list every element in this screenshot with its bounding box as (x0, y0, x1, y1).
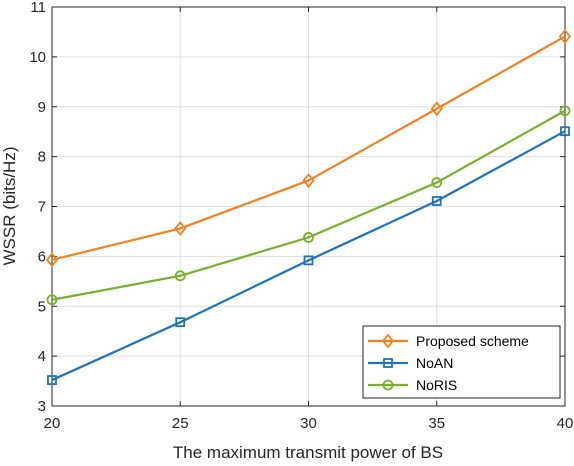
y-tick-label: 9 (38, 99, 46, 116)
series-layer (45, 29, 572, 385)
data-point-marker (175, 317, 186, 328)
y-tick-label: 6 (38, 248, 46, 265)
y-tick-label: 7 (38, 199, 46, 216)
x-tick-label: 30 (300, 415, 317, 432)
legend: Proposed scheme NoAN NoRIS (362, 325, 561, 399)
legend-label: Proposed scheme (416, 333, 529, 349)
legend-marker (383, 358, 393, 368)
series-noan (47, 126, 570, 385)
data-point-marker (174, 221, 187, 236)
y-tick-label: 11 (30, 0, 46, 16)
y-tick-label: 4 (38, 348, 46, 365)
data-point-marker (303, 232, 314, 243)
data-point-marker (46, 294, 58, 306)
axis-ticks: 20 25 30 35 40 3 4 5 6 7 8 9 10 11 (29, 0, 573, 432)
series-line (51, 109, 566, 301)
series-noris (46, 105, 571, 306)
x-tick-label: 35 (428, 415, 445, 432)
x-tick-label: 40 (557, 415, 574, 432)
data-point-marker (431, 196, 442, 206)
data-point-marker (431, 177, 443, 188)
y-tick-label: 8 (38, 149, 46, 166)
y-tick-label: 3 (38, 398, 46, 415)
data-point-marker (45, 252, 59, 268)
series-line (51, 130, 566, 382)
series-line (51, 35, 566, 261)
data-point-marker (47, 375, 57, 385)
data-point-marker (174, 270, 186, 282)
data-point-marker (302, 173, 315, 188)
data-point-marker (559, 105, 571, 117)
data-point-marker (560, 126, 570, 137)
y-axis-label: WSSR (bits/Hz) (0, 147, 19, 266)
x-axis-label: The maximum transmit power of BS (173, 443, 443, 462)
legend-marker (382, 379, 394, 391)
x-tick-label: 25 (172, 415, 189, 432)
legend-label: NoAN (416, 355, 453, 371)
y-tick-label: 10 (29, 49, 46, 66)
data-point-marker (558, 29, 572, 44)
series-proposed-scheme (45, 29, 572, 268)
legend-marker (381, 333, 395, 349)
y-tick-label: 5 (38, 298, 46, 315)
x-tick-label: 20 (44, 415, 61, 432)
legend-label: NoRIS (416, 377, 457, 393)
data-point-marker (303, 255, 314, 266)
data-point-marker (430, 101, 443, 117)
